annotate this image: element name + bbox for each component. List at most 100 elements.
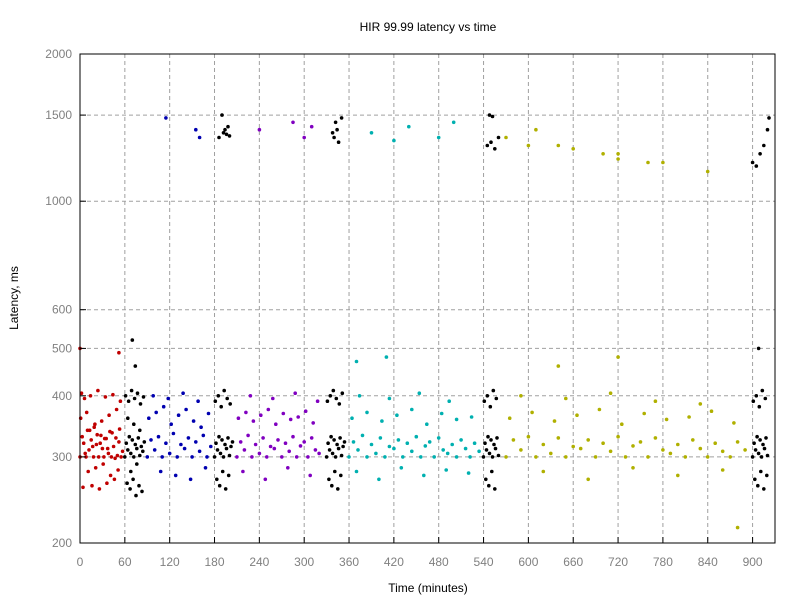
data-point (490, 455, 495, 459)
y-tick-label: 1000 (45, 194, 72, 208)
data-point (526, 434, 531, 439)
data-point (425, 422, 429, 427)
data-point (339, 453, 344, 458)
data-point (378, 436, 383, 440)
data-point (750, 455, 755, 459)
data-point (96, 455, 101, 459)
data-point (439, 411, 444, 416)
data-point (414, 434, 419, 439)
x-tick-label: 180 (205, 555, 225, 569)
data-point (459, 438, 463, 442)
data-point (142, 440, 147, 444)
data-point (135, 462, 139, 466)
data-point (294, 455, 299, 459)
data-point (92, 425, 96, 430)
data-point (410, 407, 414, 412)
data-point (507, 416, 512, 421)
data-point (417, 391, 422, 396)
data-point (268, 444, 273, 449)
data-point (399, 466, 404, 470)
y-tick-label: 600 (52, 303, 72, 317)
data-point (534, 455, 538, 459)
data-point (236, 416, 241, 421)
data-point (263, 477, 268, 482)
data-point (333, 469, 337, 474)
data-point (91, 455, 96, 459)
data-point (205, 455, 209, 459)
data-point (138, 402, 143, 406)
data-point (357, 394, 362, 398)
data-point (623, 455, 628, 459)
data-point (212, 455, 217, 459)
data-point (713, 441, 717, 446)
data-point (526, 143, 531, 148)
data-point (369, 442, 374, 447)
data-point (272, 446, 277, 451)
data-point (164, 116, 168, 120)
data-point (441, 448, 446, 452)
data-point (138, 428, 142, 433)
data-point (109, 455, 114, 459)
x-tick-label: 420 (384, 555, 404, 569)
data-point (332, 135, 336, 140)
data-point (296, 415, 301, 419)
data-point (492, 442, 496, 447)
data-point (447, 399, 452, 404)
data-point (89, 438, 93, 442)
data-point (365, 410, 369, 415)
data-point (132, 396, 137, 401)
data-point (317, 451, 321, 456)
data-point (534, 127, 538, 132)
data-point (331, 388, 336, 393)
data-point (753, 448, 758, 452)
y-tick-label: 500 (52, 341, 72, 355)
tick-labels: 0 60 120 180 240 300 360 420 480 540 600 660 720 780 8… (45, 47, 763, 569)
data-point (324, 455, 329, 459)
data-point (141, 395, 146, 399)
data-point (223, 442, 227, 447)
data-point (487, 451, 492, 456)
data-point (616, 355, 620, 359)
data-point (483, 441, 487, 446)
data-point (241, 469, 245, 474)
data-point (223, 127, 227, 132)
data-point (491, 388, 496, 393)
data-point (325, 399, 330, 404)
data-point (213, 399, 218, 404)
data-point (709, 409, 714, 414)
data-point (380, 419, 384, 423)
data-point (477, 449, 481, 454)
data-point (302, 135, 307, 140)
data-point (298, 444, 303, 448)
data-point (549, 451, 553, 456)
data-point (86, 469, 90, 474)
data-point (519, 394, 523, 398)
data-point (216, 394, 221, 398)
data-point (218, 451, 223, 456)
data-point (175, 455, 179, 459)
data-point (335, 442, 339, 447)
data-point (229, 444, 233, 449)
data-point (765, 453, 770, 458)
data-point (339, 473, 343, 478)
data-point (753, 477, 757, 482)
data-point (396, 438, 401, 442)
x-tick-label: 0 (77, 555, 84, 569)
data-point (530, 410, 534, 415)
data-point (90, 483, 94, 488)
data-point (334, 396, 339, 401)
data-point (481, 455, 486, 459)
data-point (134, 493, 138, 498)
data-point (720, 449, 725, 454)
data-point (201, 433, 206, 438)
data-point (488, 404, 493, 409)
data-point (132, 455, 136, 459)
data-point (687, 415, 691, 419)
data-point (556, 364, 561, 368)
data-point (754, 394, 759, 398)
data-point (705, 169, 710, 174)
data-point (336, 446, 341, 451)
data-point (118, 399, 123, 404)
data-point (374, 451, 378, 456)
plot-frame (79, 53, 776, 544)
